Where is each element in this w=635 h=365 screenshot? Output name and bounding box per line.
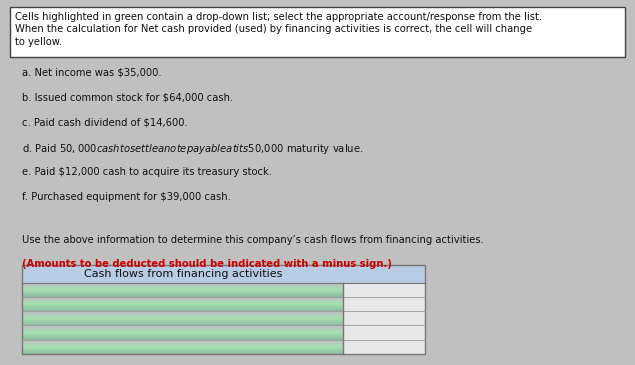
Text: (Amounts to be deducted should be indicated with a minus sign.): (Amounts to be deducted should be indica… xyxy=(22,259,392,269)
Text: to yellow.: to yellow. xyxy=(15,36,62,46)
Text: Cash flows from financing activities: Cash flows from financing activities xyxy=(84,269,283,278)
Text: Cells highlighted in green contain a drop-down list; select the appropriate acco: Cells highlighted in green contain a dro… xyxy=(15,12,542,22)
Bar xyxy=(22,265,425,283)
Text: e. Paid $12,000 cash to acquire its treasury stock.: e. Paid $12,000 cash to acquire its trea… xyxy=(22,167,272,177)
Text: d. Paid $50,000 cash to settle a note payable at its $50,000 maturity value.: d. Paid $50,000 cash to settle a note pa… xyxy=(22,142,364,156)
Text: b. Issued common stock for $64,000 cash.: b. Issued common stock for $64,000 cash. xyxy=(22,92,234,102)
Bar xyxy=(22,265,425,354)
Text: c. Paid cash dividend of $14,600.: c. Paid cash dividend of $14,600. xyxy=(22,117,188,127)
Bar xyxy=(10,7,625,57)
Text: f. Purchased equipment for $39,000 cash.: f. Purchased equipment for $39,000 cash. xyxy=(22,192,231,201)
Bar xyxy=(22,283,425,354)
Text: When the calculation for Net cash provided (used) by financing activities is cor: When the calculation for Net cash provid… xyxy=(15,24,531,34)
Text: Use the above information to determine this company’s cash flows from financing : Use the above information to determine t… xyxy=(22,235,484,245)
Text: a. Net income was $35,000.: a. Net income was $35,000. xyxy=(22,68,162,77)
